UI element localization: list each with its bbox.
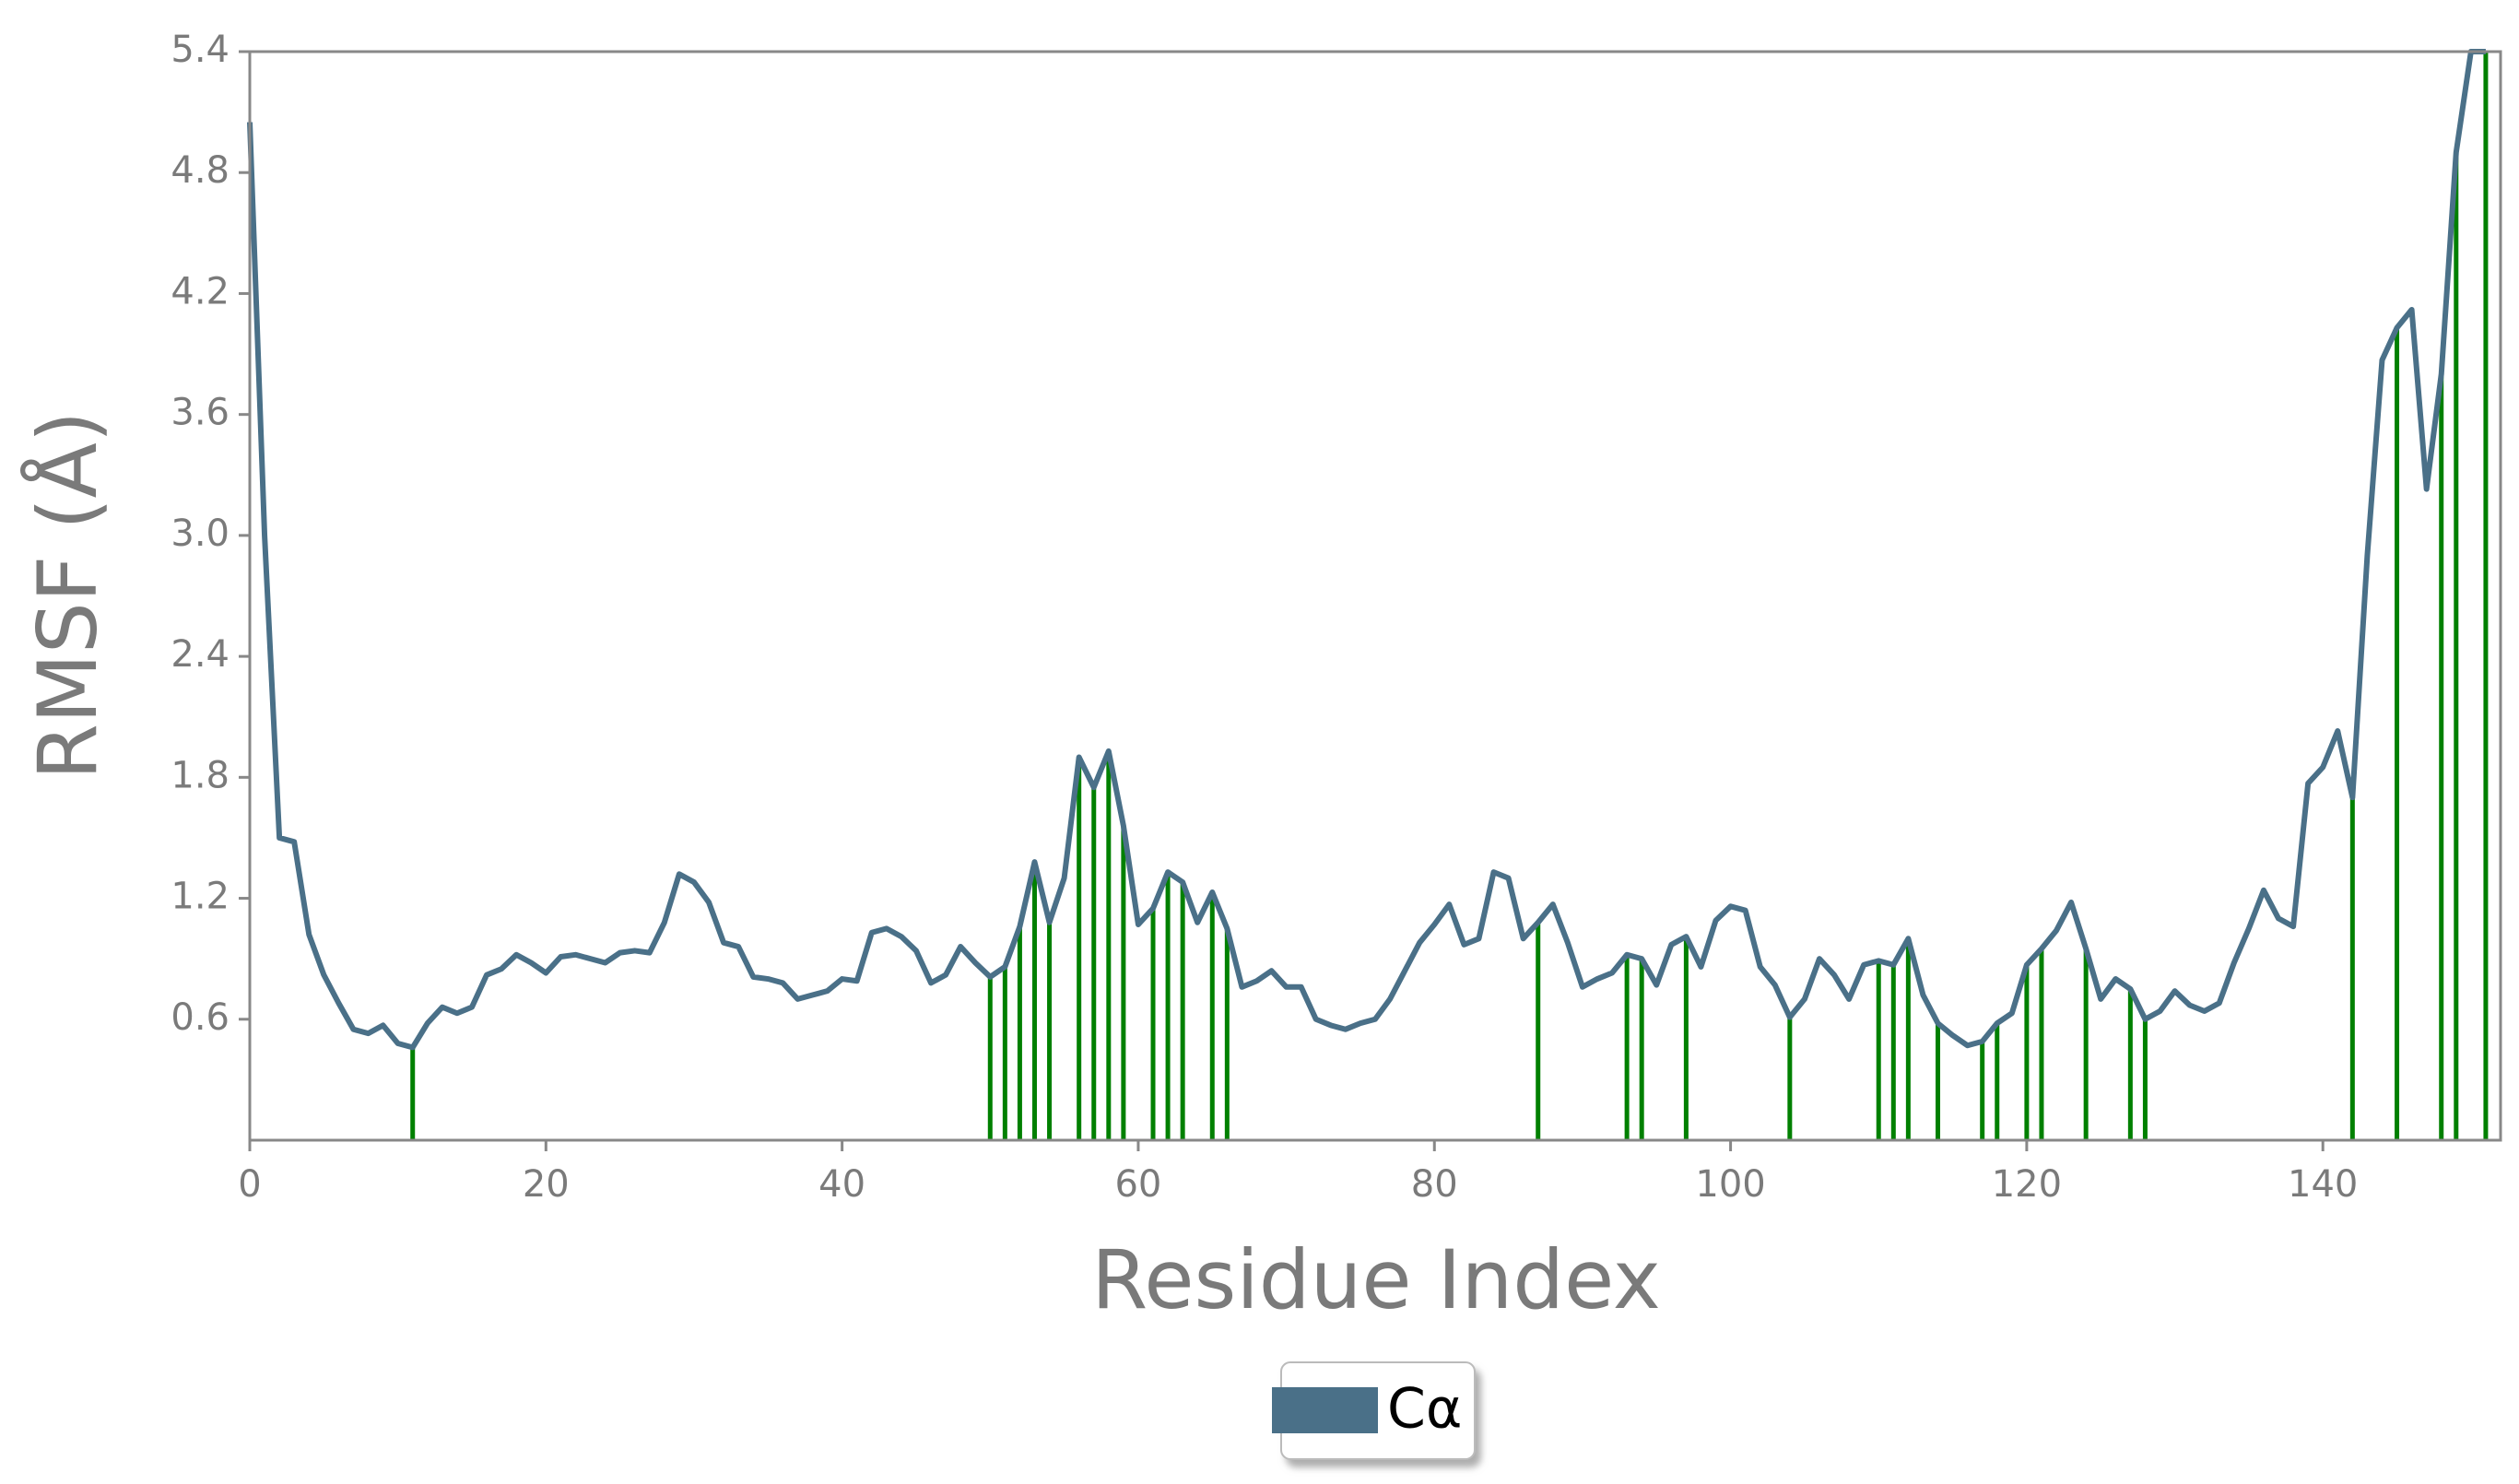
y-tick-label: 2.4 [171, 633, 230, 676]
x-tick-label: 140 [2288, 1163, 2358, 1206]
y-tick-label: 4.8 [171, 149, 230, 192]
x-tick-label: 60 [1114, 1163, 1161, 1206]
y-tick-label: 0.6 [171, 996, 230, 1039]
x-tick-label: 80 [1411, 1163, 1458, 1206]
x-tick-label: 120 [1992, 1163, 2062, 1206]
y-tick-label: 4.2 [171, 270, 230, 312]
y-tick-label: 3.0 [171, 512, 230, 555]
y-axis-label: RMSF (Å) [20, 411, 115, 780]
x-axis-label: Residue Index [1091, 1232, 1661, 1327]
x-tick-label: 40 [818, 1163, 865, 1206]
x-tick-label: 20 [523, 1163, 570, 1206]
y-tick-label: 1.2 [171, 876, 230, 918]
x-tick-label: 0 [238, 1163, 261, 1206]
legend: Cα [1272, 1361, 1476, 1460]
rmsf-line [247, 49, 2486, 1051]
y-tick-label: 1.8 [171, 754, 230, 796]
y-tick-label: 3.6 [171, 392, 230, 434]
y-tick-label: 5.4 [171, 29, 230, 71]
legend-swatch [1272, 1387, 1378, 1433]
x-tick-label: 100 [1695, 1163, 1765, 1206]
plot-frame [248, 50, 2502, 1142]
legend-label: Cα [1387, 1377, 1462, 1442]
